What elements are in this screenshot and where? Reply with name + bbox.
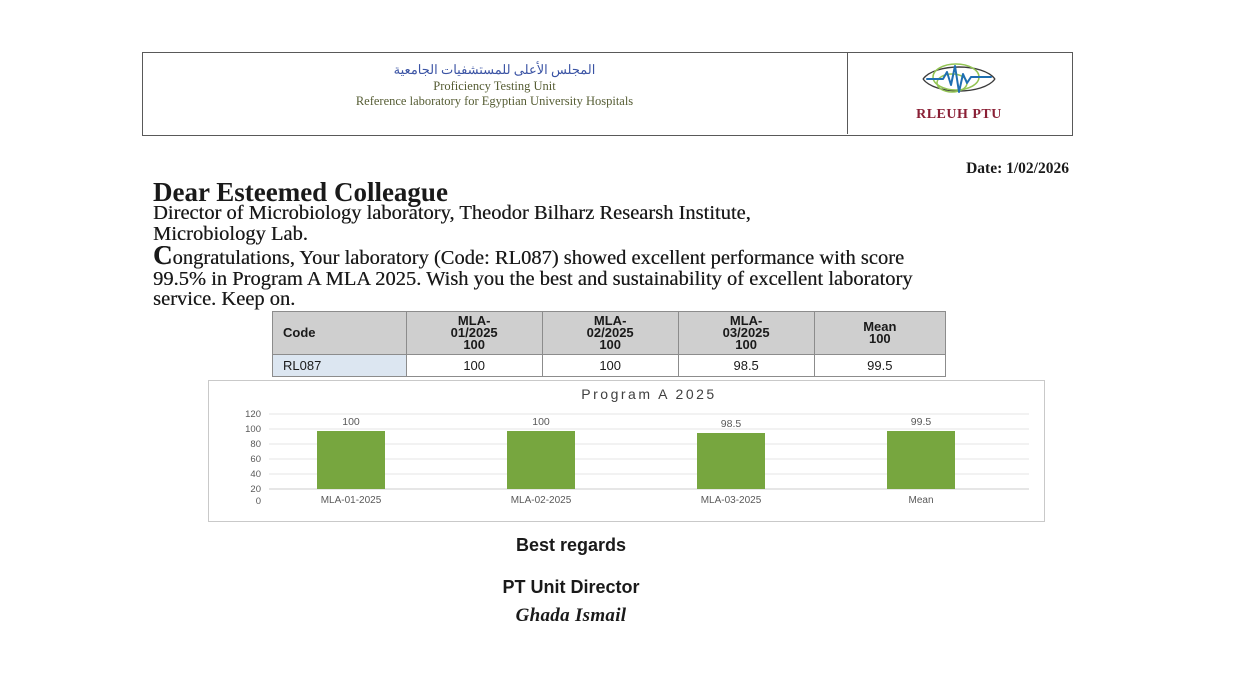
svg-text:Mean: Mean: [908, 495, 933, 506]
svg-text:MLA-01-2025: MLA-01-2025: [321, 495, 382, 506]
svg-text:120: 120: [245, 409, 261, 420]
svg-text:60: 60: [250, 454, 261, 465]
svg-text:Program A 2025: Program A 2025: [581, 386, 716, 402]
svg-text:MLA-02-2025: MLA-02-2025: [511, 495, 572, 506]
svg-text:100: 100: [532, 416, 550, 428]
svg-text:40: 40: [250, 469, 261, 480]
svg-text:0: 0: [256, 496, 261, 507]
svg-text:MLA-03-2025: MLA-03-2025: [701, 495, 762, 506]
svg-text:100: 100: [245, 424, 261, 435]
svg-text:99.5: 99.5: [911, 416, 932, 428]
svg-text:20: 20: [250, 484, 261, 495]
svg-text:100: 100: [342, 416, 360, 428]
svg-text:98.5: 98.5: [721, 418, 742, 430]
svg-text:80: 80: [250, 439, 261, 450]
